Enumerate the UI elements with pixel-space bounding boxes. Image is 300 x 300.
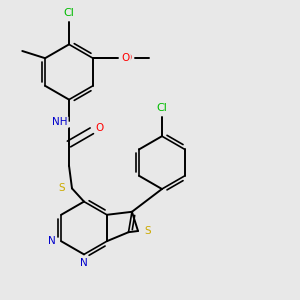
Text: O: O bbox=[123, 53, 131, 63]
Text: Cl: Cl bbox=[64, 8, 74, 18]
Text: N: N bbox=[80, 258, 88, 268]
Text: O: O bbox=[122, 53, 130, 63]
Text: Cl: Cl bbox=[157, 103, 167, 113]
Text: S: S bbox=[58, 183, 64, 194]
Text: O: O bbox=[95, 123, 104, 133]
Text: N: N bbox=[48, 236, 56, 246]
Text: S: S bbox=[144, 226, 151, 236]
Text: NH: NH bbox=[52, 117, 68, 128]
